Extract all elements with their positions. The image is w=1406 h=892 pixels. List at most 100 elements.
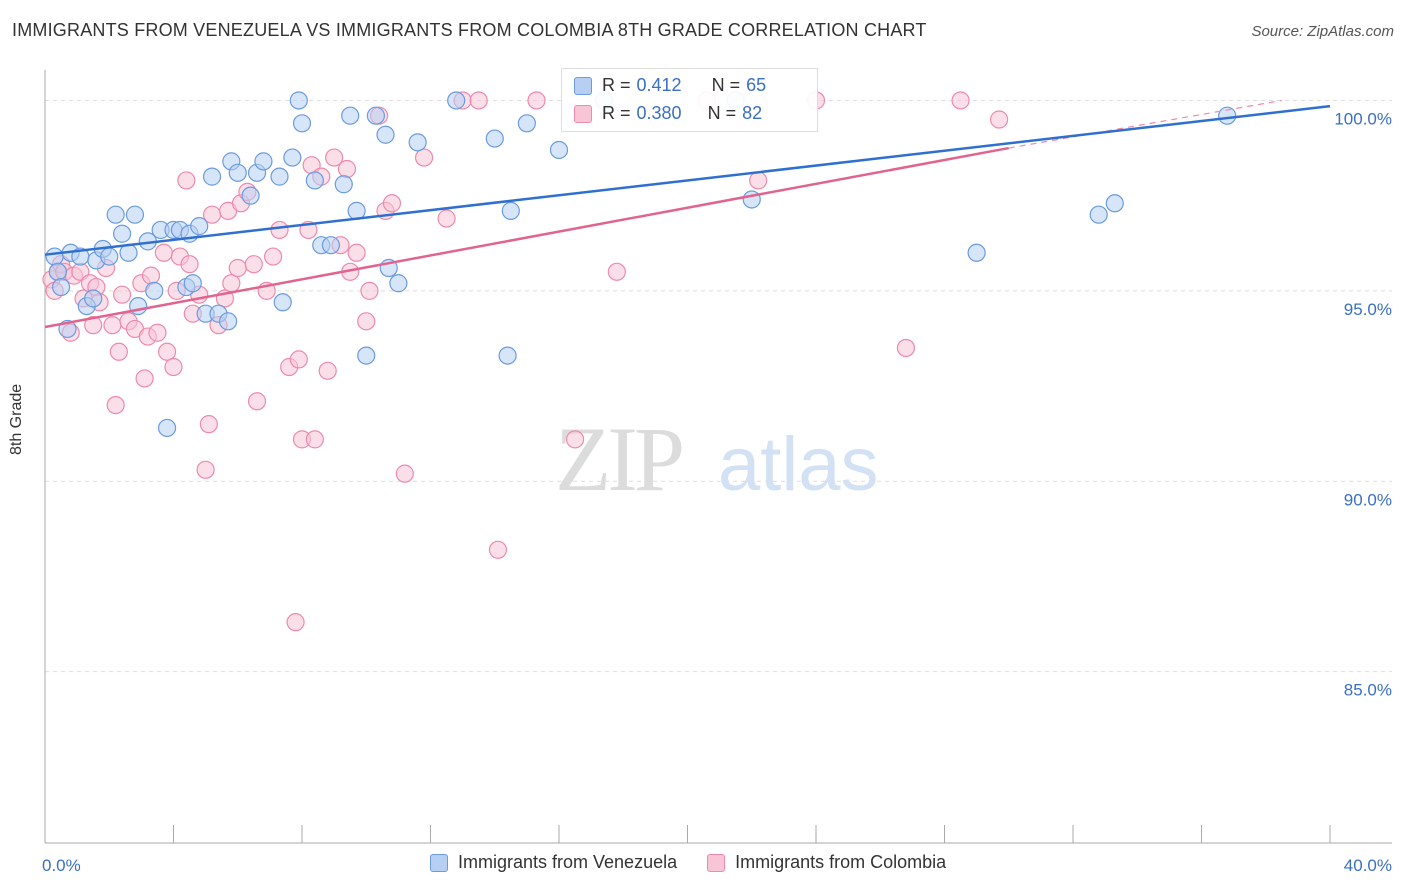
data-point-colombia — [135, 369, 154, 388]
legend-item-venezuela: Immigrants from Venezuela — [430, 852, 677, 873]
data-point-venezuela — [334, 175, 353, 194]
data-point-venezuela — [283, 148, 302, 167]
data-point-colombia — [347, 243, 366, 262]
y-tick-label: 100.0% — [1334, 109, 1392, 128]
data-point-colombia — [382, 194, 402, 213]
data-point-colombia — [414, 148, 434, 167]
data-point-venezuela — [100, 247, 119, 266]
stats-n-label: N = — [707, 103, 737, 123]
data-point-colombia — [951, 91, 970, 110]
data-point-colombia — [157, 342, 177, 361]
data-point-colombia — [84, 316, 103, 335]
chart-legend: Immigrants from Venezuela Immigrants fro… — [430, 852, 946, 873]
data-point-venezuela — [549, 140, 569, 160]
y-tick-label: 90.0% — [1344, 490, 1392, 509]
data-point-venezuela — [341, 106, 360, 125]
data-point-venezuela — [270, 167, 289, 186]
data-point-colombia — [469, 91, 488, 110]
data-point-venezuela — [112, 224, 132, 243]
data-point-venezuela — [106, 205, 125, 224]
tick-labels: 85.0% 90.0% 95.0% 100.0% 0.0% 40.0% — [42, 109, 1392, 875]
series-venezuela-points — [45, 91, 1237, 438]
data-point-venezuela — [1089, 205, 1108, 224]
data-point-colombia — [990, 110, 1009, 129]
data-point-colombia — [896, 338, 916, 358]
data-point-venezuela — [202, 167, 222, 186]
data-point-colombia — [148, 323, 167, 342]
data-point-venezuela — [967, 243, 986, 262]
data-point-colombia — [749, 171, 768, 190]
data-point-colombia — [199, 415, 218, 434]
data-point-colombia — [263, 247, 283, 266]
legend-item-colombia: Immigrants from Colombia — [707, 852, 946, 873]
data-point-colombia — [357, 312, 376, 331]
data-point-venezuela — [376, 125, 395, 144]
trend-line-colombia — [44, 146, 1009, 329]
data-point-colombia — [437, 209, 456, 228]
stats-box: R = 0.412 N = 65 R = 0.380 N = 82 — [561, 68, 818, 132]
trend-line-venezuela — [44, 104, 1331, 256]
chart-title: IMMIGRANTS FROM VENEZUELA VS IMMIGRANTS … — [12, 20, 927, 40]
stats-n-label: N = — [711, 75, 741, 95]
data-point-venezuela — [45, 247, 64, 266]
data-point-venezuela — [498, 346, 517, 365]
data-point-colombia — [488, 540, 508, 559]
data-point-venezuela — [305, 171, 324, 190]
stats-swatch-venezuela — [574, 76, 592, 95]
legend-swatch-venezuela — [430, 853, 448, 872]
stats-n-value: 82 — [742, 103, 763, 123]
data-point-venezuela — [485, 129, 504, 148]
data-point-venezuela — [447, 91, 466, 110]
stats-r-label: R = — [602, 75, 631, 95]
data-point-colombia — [106, 395, 125, 415]
data-point-colombia — [109, 342, 128, 361]
data-point-venezuela — [219, 312, 238, 331]
data-point-colombia — [318, 361, 337, 380]
stats-row-venezuela: R = 0.412 N = 65 — [574, 75, 772, 96]
data-point-colombia — [305, 430, 324, 449]
data-point-colombia — [395, 464, 414, 483]
data-point-colombia — [270, 220, 289, 240]
data-point-colombia — [247, 392, 267, 411]
data-point-colombia — [112, 285, 132, 304]
series-colombia-points — [42, 91, 1009, 632]
watermark-atlas: atlas — [718, 422, 879, 507]
data-point-venezuela — [273, 293, 292, 312]
data-point-venezuela — [84, 289, 103, 308]
x-tick-label: 0.0% — [42, 856, 81, 875]
y-tick-label: 95.0% — [1344, 300, 1392, 319]
data-point-venezuela — [501, 201, 520, 220]
data-point-venezuela — [366, 106, 385, 125]
data-point-venezuela — [254, 152, 273, 171]
x-tick-label: 40.0% — [1344, 856, 1392, 875]
stats-r-label: R = — [602, 103, 631, 123]
data-point-colombia — [154, 243, 173, 262]
data-point-venezuela — [51, 277, 71, 297]
legend-label-venezuela: Immigrants from Venezuela — [458, 852, 678, 872]
data-point-venezuela — [389, 274, 408, 293]
source-label: Source: ZipAtlas.com — [1251, 23, 1394, 40]
stats-r-value: 0.380 — [636, 103, 682, 123]
data-point-venezuela — [321, 236, 341, 255]
data-point-venezuela — [241, 186, 260, 205]
data-point-colombia — [286, 613, 305, 632]
data-point-colombia — [141, 266, 161, 285]
data-point-colombia — [360, 281, 379, 300]
y-tick-label: 85.0% — [1344, 681, 1392, 700]
data-point-venezuela — [1218, 106, 1237, 125]
data-point-venezuela — [190, 217, 209, 236]
trend-line-colombia-extension — [1008, 99, 1282, 149]
data-point-colombia — [325, 148, 344, 167]
data-point-colombia — [164, 357, 183, 377]
trend-lines — [44, 99, 1331, 329]
data-point-colombia — [289, 350, 308, 369]
data-point-venezuela — [228, 163, 247, 182]
data-point-venezuela — [183, 274, 202, 293]
data-point-venezuela — [48, 262, 67, 281]
data-point-venezuela — [145, 281, 164, 300]
data-point-colombia — [228, 258, 247, 278]
stats-swatch-colombia — [574, 104, 592, 123]
data-point-venezuela — [517, 114, 536, 133]
data-point-colombia — [177, 171, 196, 190]
